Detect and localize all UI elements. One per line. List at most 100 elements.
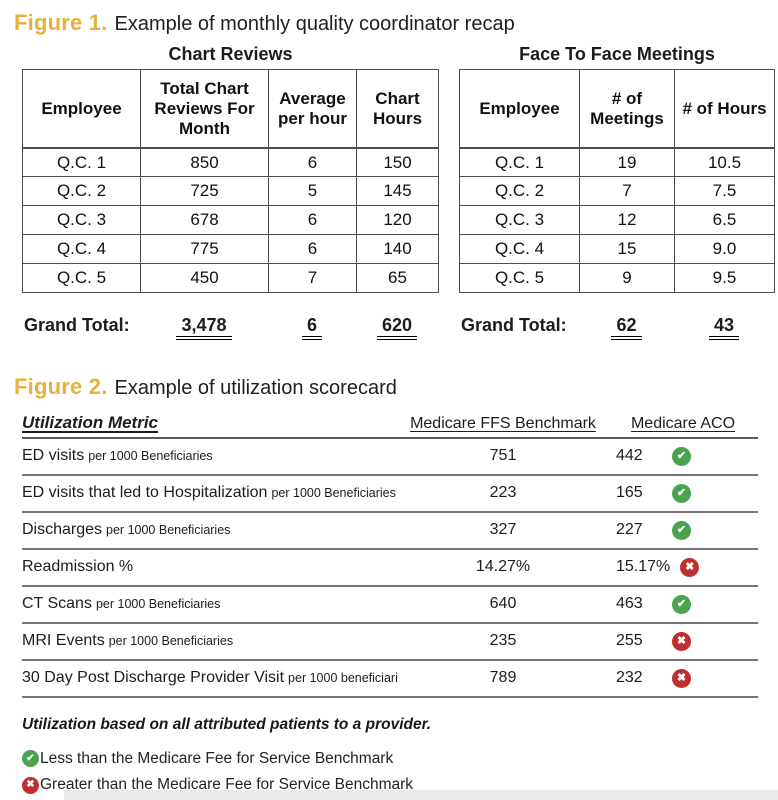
cell-average: 5 [268,176,357,207]
cell-average: 6 [268,147,357,178]
cell-chart-hours: 150 [356,147,439,178]
table-row: Q.C. 4 775 6 140 [22,234,439,265]
column-header: Employee [459,69,580,149]
cell-meetings: 9 [579,263,675,294]
cell-meetings: 7 [579,176,675,207]
benchmark-value: 789 [489,669,517,687]
grand-total-average: 6 [301,315,322,341]
cell-employee: Q.C. 5 [459,263,580,294]
cell-hours: 9.0 [674,234,775,265]
figure2-title: Example of utilization scorecard [114,377,397,400]
check-circle-icon [672,594,691,614]
aco-value: 15.17% [616,558,671,576]
cell-employee: Q.C. 3 [22,205,141,236]
cell-average: 6 [268,234,357,265]
legend-item: Less than the Medicare Fee for Service B… [22,746,756,772]
benchmark-value: 14.27% [475,558,531,576]
column-header: Average per hour [268,69,357,149]
legend-item: Greater than the Medicare Fee for Servic… [22,772,756,798]
table-header-row: Employee # of Meetings # of Hours [459,69,775,149]
cell-employee: Q.C. 3 [459,205,580,236]
scorecard-header-row: Utilization Metric Medicare FFS Benchmar… [22,413,758,439]
table-row: Q.C. 2 7 7.5 [459,176,775,207]
table-row: Q.C. 2 725 5 145 [22,176,439,207]
metric-name: MRI Events [22,632,105,650]
column-header-aco: Medicare ACO [630,414,736,432]
table-header-row: Employee Total Chart Reviews For Month A… [22,69,439,149]
column-header: Employee [22,69,141,149]
cell-employee: Q.C. 1 [459,147,580,178]
aco-value: 227 [616,521,643,539]
cell-meetings: 15 [579,234,675,265]
cell-employee: Q.C. 5 [22,263,141,294]
figure1-tables: Chart Reviews Employee Total Chart Revie… [0,36,778,341]
column-header-metric: Utilization Metric [22,412,159,432]
aco-value: 442 [616,447,643,465]
figure1-label: Figure 1. [14,10,108,35]
chart-reviews-section: Chart Reviews Employee Total Chart Revie… [22,44,439,341]
legend-text: Less than the Medicare Fee for Service B… [40,749,394,767]
column-header: # of Meetings [579,69,675,149]
column-header: Chart Hours [356,69,439,149]
x-circle-icon [672,668,691,688]
scorecard-row: Discharges per 1000 Beneficiaries 327 227 [22,513,758,550]
legend-text: Greater than the Medicare Fee for Servic… [40,776,414,794]
cell-average: 6 [268,205,357,236]
scorecard-row: Readmission % 14.27% 15.17% [22,550,758,587]
face-to-face-table: Employee # of Meetings # of Hours Q.C. 1… [459,69,775,294]
column-header-benchmark: Medicare FFS Benchmark [410,414,596,432]
cell-hours: 9.5 [674,263,775,294]
cell-employee: Q.C. 4 [459,234,580,265]
cell-hours: 7.5 [674,176,775,207]
cell-hours: 10.5 [674,147,775,178]
figure1-title: Example of monthly quality coordinator r… [114,13,515,35]
benchmark-value: 327 [489,521,517,539]
cell-meetings: 12 [579,205,675,236]
metric-name: Readmission % [22,558,134,576]
cell-total-reviews: 678 [140,205,269,236]
scorecard-legend: Less than the Medicare Fee for Service B… [22,746,756,799]
cell-meetings: 19 [579,147,675,178]
x-circle-icon [680,557,700,577]
column-header: Total Chart Reviews For Month [140,69,269,149]
cell-chart-hours: 145 [356,176,439,207]
cell-chart-hours: 120 [356,205,439,236]
grand-total-hours: 43 [708,315,740,341]
metric-unit: per 1000 Beneficiaries [88,449,213,464]
table-row: Q.C. 1 850 6 150 [22,147,439,178]
table-row: Q.C. 4 15 9.0 [459,234,775,265]
grand-total-label: Grand Total: [461,315,567,336]
scorecard-row: CT Scans per 1000 Beneficiaries 640 463 [22,587,758,624]
metric-unit: per 1000 Beneficiaries [108,634,234,649]
metric-unit: per 1000 beneficiaries [288,671,398,686]
cell-employee: Q.C. 2 [22,176,141,207]
figure1-heading: Figure 1. Example of monthly quality coor… [0,0,778,36]
aco-value: 463 [616,595,643,613]
table-row: Q.C. 3 12 6.5 [459,205,775,236]
table-row: Q.C. 3 678 6 120 [22,205,439,236]
scorecard-row: 30 Day Post Discharge Provider Visit per … [22,661,758,698]
face-to-face-title: Face To Face Meetings [519,44,715,65]
metric-name: CT Scans [22,595,92,613]
check-circle-icon [22,750,39,768]
metric-name: ED visits [22,447,85,465]
chart-reviews-grand-total: Grand Total: 3,478 6 620 [22,315,439,341]
metric-name: ED visits that led to Hospitalization [22,484,268,502]
cell-chart-hours: 65 [356,263,439,294]
scorecard-row: ED visits per 1000 Beneficiaries 751 442 [22,439,758,476]
cell-total-reviews: 850 [140,147,269,178]
table-row: Q.C. 1 19 10.5 [459,147,775,178]
metric-unit: per 1000 Beneficiaries [106,523,231,538]
figure2-label: Figure 2. [14,374,108,400]
x-circle-icon [672,631,691,651]
column-header: # of Hours [674,69,775,149]
horizontal-scrollbar[interactable] [64,790,778,800]
face-to-face-section: Face To Face Meetings Employee # of Meet… [459,44,775,341]
metric-unit: per 1000 Beneficiaries [271,486,396,501]
benchmark-value: 640 [489,595,517,613]
cell-employee: Q.C. 4 [22,234,141,265]
chart-reviews-table: Employee Total Chart Reviews For Month A… [22,69,439,294]
cell-total-reviews: 775 [140,234,269,265]
aco-value: 232 [616,669,643,687]
aco-value: 165 [616,484,643,502]
